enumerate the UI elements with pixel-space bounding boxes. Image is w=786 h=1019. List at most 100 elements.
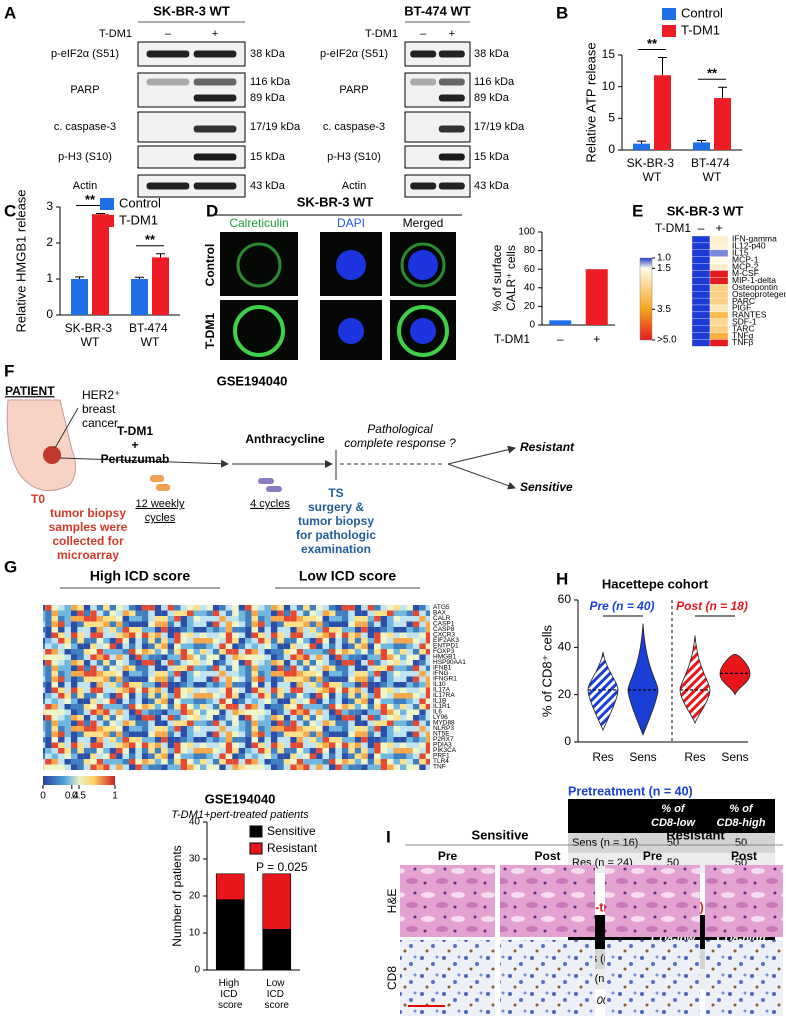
- y-tick-label: 2: [46, 235, 53, 249]
- band: [410, 50, 437, 58]
- y-tick-label: 20: [189, 891, 201, 902]
- colorbar-label: 1: [112, 791, 118, 802]
- pointer: [54, 407, 79, 449]
- x-axis-label: T-DM1: [655, 221, 691, 235]
- row-label: IL15: [732, 248, 749, 258]
- heat-cell: [691, 318, 711, 326]
- legend-swatch: [249, 825, 263, 838]
- y-tick-label: 40: [558, 640, 572, 654]
- panel-letter: E: [632, 201, 643, 220]
- nucleus: [338, 318, 364, 344]
- gene-label: PDIA3: [433, 742, 452, 749]
- band: [193, 78, 237, 86]
- error-bar: [718, 86, 727, 99]
- row-label: Osteopontin: [732, 282, 778, 292]
- y-axis-label: CALR⁺ cells: [504, 245, 518, 311]
- micrograph: [705, 940, 783, 1016]
- row-label: IL12-p40: [732, 241, 766, 251]
- table-header-cell: CD8-high: [717, 817, 766, 829]
- label: Anthracycline: [245, 432, 325, 446]
- row-label: PlGF: [732, 303, 751, 313]
- heat-cell: [709, 318, 729, 326]
- y-tick-label: 15: [602, 47, 616, 61]
- gene-label: HSP90AA1: [433, 659, 466, 666]
- colorbar-label: 1.5: [657, 263, 671, 274]
- heat-cell: [709, 291, 729, 299]
- label: microarray: [57, 548, 119, 562]
- error-bar: [96, 212, 105, 215]
- label: Pre: [643, 849, 663, 863]
- table-title: Pretreatment (n = 40): [568, 784, 693, 798]
- label: PATIENT: [5, 384, 55, 398]
- label: Actin: [73, 180, 97, 192]
- bar: [92, 214, 109, 315]
- panel-title: SK-BR-3 WT: [297, 194, 374, 209]
- heat-cell: [709, 256, 729, 264]
- row-label: MCP-2: [732, 261, 759, 271]
- chart-subtitle: T-DM1+pert-treated patients: [171, 809, 309, 821]
- label: Resistant: [666, 827, 725, 842]
- label: 89 kDa: [250, 92, 286, 104]
- heat-cell: [691, 235, 711, 244]
- band: [438, 153, 465, 161]
- blot-frame: [404, 174, 471, 198]
- band: [193, 182, 237, 190]
- panel-letter: D: [206, 201, 218, 220]
- gene-label: IL17A: [433, 687, 451, 694]
- gene-label: ATG5: [433, 604, 450, 611]
- p-value: P = 0.025: [256, 860, 308, 874]
- label: complete response ?: [344, 436, 456, 450]
- band: [438, 125, 465, 133]
- bar: [131, 279, 148, 315]
- group-label: Post (n = 18): [676, 599, 748, 613]
- gene-label: BAX: [433, 610, 447, 617]
- gene-label: IL6: [433, 709, 442, 716]
- heat-cell: [709, 263, 729, 271]
- colorbar-label: 0.4: [65, 791, 79, 802]
- nucleus: [336, 250, 366, 280]
- heat-cell: [691, 249, 711, 257]
- error-bar: [156, 253, 165, 258]
- label: +: [131, 438, 138, 452]
- heat-cell: [709, 297, 729, 306]
- heat-cell: [709, 242, 729, 250]
- chart-title: GSE194040: [205, 791, 276, 806]
- micrograph: [605, 865, 700, 937]
- band: [410, 78, 437, 86]
- gene-label: IFNG: [433, 670, 449, 677]
- y-tick-label: 80: [524, 245, 536, 256]
- bar-segment: [215, 873, 245, 900]
- x-tick-label: –: [557, 332, 564, 346]
- label: p-H3 (S10): [327, 151, 381, 163]
- y-axis-label: Relative HMGB1 release: [13, 189, 28, 332]
- y-tick-label: 20: [558, 687, 572, 701]
- row-label: TARC: [732, 323, 755, 333]
- panel-letter: H: [556, 569, 568, 588]
- bar: [549, 320, 572, 325]
- x-axis-label: T-DM1: [494, 332, 530, 346]
- heat-cell: [691, 263, 711, 271]
- gene-label: MYD88: [433, 720, 455, 727]
- gene-label: TLR4: [433, 758, 449, 765]
- band: [193, 125, 237, 133]
- label: 116 kDa: [250, 76, 291, 88]
- row-label: TNFβ: [732, 337, 754, 347]
- label: breast: [82, 402, 116, 416]
- column-label: –: [698, 221, 705, 235]
- bar: [654, 75, 671, 150]
- gene-label: HMGB1: [433, 654, 457, 661]
- group-label: Pre (n = 40): [589, 599, 654, 613]
- bar: [714, 98, 731, 150]
- row-label: MIP-1-delta: [732, 275, 776, 285]
- patient-illustration: [6, 399, 516, 492]
- micrograph: [705, 865, 783, 937]
- label: Calreticulin: [229, 216, 288, 230]
- heat-cell: [709, 249, 729, 257]
- gene-label: NLRP3: [433, 725, 454, 732]
- blot-title: SK-BR-3 WT: [153, 3, 230, 18]
- label: Pertuzumab: [101, 452, 170, 466]
- colorbar: [639, 257, 653, 341]
- gene-label: EIF2AK3: [433, 637, 459, 644]
- label: High ICD score: [90, 568, 191, 584]
- heat-cell: [691, 291, 711, 299]
